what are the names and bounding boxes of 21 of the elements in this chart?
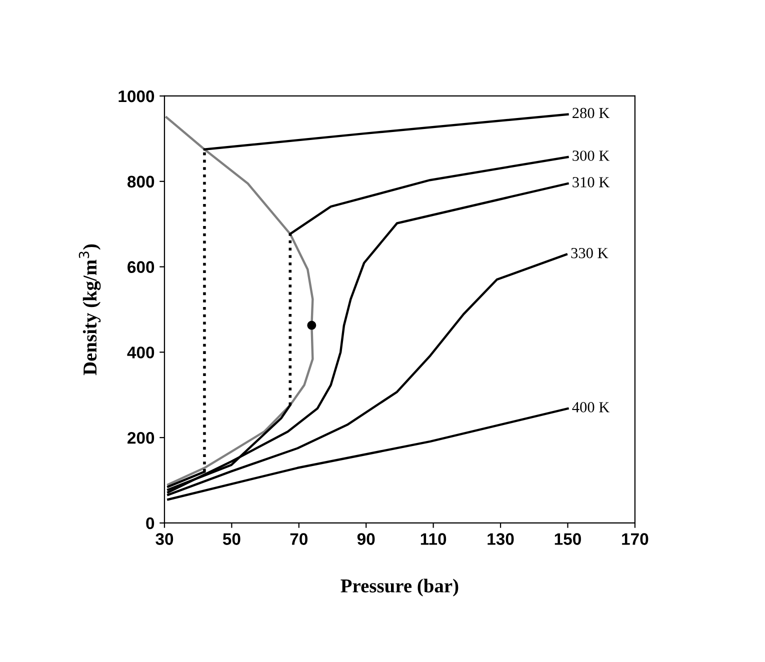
y-axis-title: Density (kg/m$^{3}$) xyxy=(78,244,101,376)
x-tick-label: 110 xyxy=(420,533,446,545)
y-tick-label: 200 xyxy=(128,432,154,444)
x-tick-label: 30 xyxy=(156,533,174,545)
x-tick-label: 90 xyxy=(357,533,375,545)
x-tick-label: 130 xyxy=(488,533,514,545)
y-tick-label: 600 xyxy=(128,261,154,273)
x-tick-label: 150 xyxy=(554,533,581,545)
series-label: 400 K xyxy=(572,402,610,412)
x-axis-title: Pressure (bar) xyxy=(340,578,458,596)
series-label: 330 K xyxy=(571,248,608,258)
series-label: 310 K xyxy=(572,177,610,188)
y-tick-label: 1000 xyxy=(118,90,154,102)
x-tick-label: 170 xyxy=(622,533,648,545)
series-label: 280 K xyxy=(572,108,610,118)
series-label: 300 K xyxy=(572,150,610,161)
y-tick-label: 0 xyxy=(146,517,154,530)
y-tick-label: 800 xyxy=(127,176,154,188)
y-tick-label: 400 xyxy=(127,346,154,358)
x-tick-label: 70 xyxy=(290,533,308,545)
x-tick-label: 50 xyxy=(222,533,240,545)
